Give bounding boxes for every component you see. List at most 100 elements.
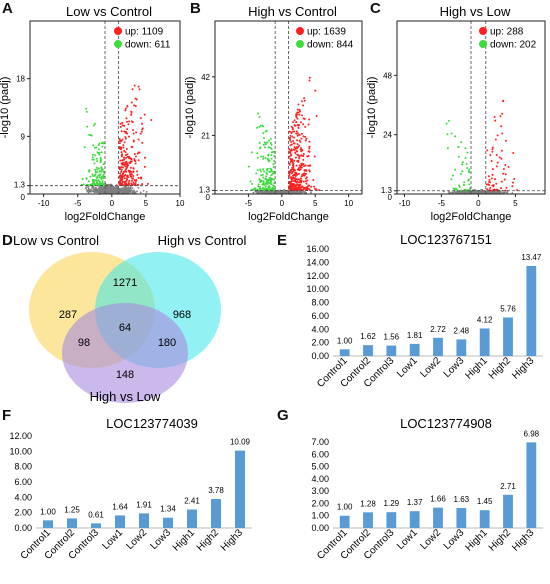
up-point: [127, 169, 130, 172]
ns-point: [127, 190, 130, 192]
bar: [526, 265, 537, 356]
x-axis-label: log2FoldChange: [431, 211, 512, 223]
ns-point: [262, 192, 265, 194]
up-point: [295, 184, 298, 187]
down-point: [83, 146, 86, 149]
bar-value-label: 1.66: [430, 495, 446, 504]
legend-up-label: up: 1639: [307, 27, 346, 38]
down-point: [451, 174, 454, 177]
chart-title: LOC123767151: [400, 232, 492, 247]
up-point: [496, 161, 499, 164]
up-point: [293, 159, 296, 162]
ns-point: [94, 189, 97, 191]
up-point: [295, 186, 298, 189]
up-point: [120, 139, 123, 142]
bar: [386, 345, 397, 356]
up-point: [137, 85, 140, 88]
down-point: [99, 158, 102, 161]
down-point: [272, 163, 275, 166]
up-point: [123, 124, 126, 127]
up-point: [293, 169, 296, 172]
down-point: [98, 173, 101, 176]
x-tick-label: 0: [476, 199, 481, 208]
bar: [386, 512, 397, 528]
x-tick-label: Low2: [124, 527, 149, 552]
down-point: [257, 189, 260, 192]
up-point: [511, 185, 514, 188]
venn-count-low-hl: 98: [78, 337, 90, 349]
up-point: [302, 158, 305, 161]
down-point: [258, 125, 261, 128]
down-point: [445, 122, 448, 125]
bar: [162, 517, 174, 528]
y-tick-label: 10.00: [9, 446, 32, 456]
up-point: [121, 153, 124, 156]
up-point: [124, 173, 127, 176]
up-point: [120, 175, 123, 178]
up-point: [297, 178, 300, 181]
y-tick-label: 1.3: [381, 186, 393, 195]
up-point: [511, 181, 514, 184]
y-tick-label: 7.00: [311, 437, 329, 447]
ns-point: [136, 190, 138, 193]
down-point: [94, 168, 97, 171]
x-axis-label: log2FoldChange: [248, 211, 329, 223]
up-point: [124, 151, 127, 154]
ns-point: [293, 191, 296, 194]
up-point: [124, 109, 127, 112]
bar: [479, 328, 490, 356]
bar-value-label: 10.09: [230, 438, 251, 447]
down-point: [97, 148, 100, 151]
y-tick-label: 6.00: [14, 477, 32, 487]
up-point: [126, 153, 129, 156]
ns-point: [93, 191, 96, 194]
down-point: [262, 180, 265, 183]
down-point: [96, 168, 99, 171]
down-point: [268, 159, 271, 162]
x-tick-label: High1: [171, 527, 198, 554]
down-point: [92, 124, 95, 127]
bar-value-label: 13.47: [521, 253, 542, 262]
ns-point: [110, 183, 113, 186]
down-point: [256, 126, 259, 129]
down-point: [87, 180, 90, 183]
up-point: [502, 172, 505, 175]
up-point: [494, 188, 497, 191]
up-point: [300, 166, 303, 169]
down-point: [273, 184, 276, 187]
x-tick-label: High3: [510, 355, 537, 382]
up-point: [296, 186, 299, 189]
up-point: [292, 139, 295, 142]
down-point: [92, 144, 95, 147]
volcano-plot-b: High vs Control-5 0 5 1001.32142log2FoldCha…: [185, 4, 363, 223]
down-point: [264, 182, 267, 185]
up-point: [137, 176, 140, 179]
up-point: [499, 115, 502, 118]
up-point: [125, 160, 128, 163]
legend-down-label: down: 202: [490, 40, 537, 51]
down-point: [258, 142, 261, 145]
bar-value-label: 1.37: [407, 498, 423, 507]
ns-point: [473, 191, 476, 194]
up-point: [135, 131, 138, 134]
ns-point: [85, 188, 88, 191]
up-point: [120, 151, 123, 154]
ns-point: [120, 190, 123, 193]
venn-label-low: Low vs Control: [13, 233, 99, 248]
ns-point: [302, 190, 305, 193]
down-point: [262, 182, 265, 185]
up-point: [133, 153, 136, 156]
down-point: [94, 122, 97, 125]
bar-value-label: 1.63: [454, 495, 470, 504]
y-tick-label: 1.3: [14, 181, 26, 190]
down-point: [271, 170, 274, 173]
down-point: [97, 152, 100, 155]
venn-count-high-only: 968: [173, 309, 191, 321]
up-point: [295, 146, 298, 149]
ns-point: [502, 191, 504, 194]
y-tick-label: 6.00: [311, 449, 329, 459]
up-point: [289, 169, 292, 172]
up-point: [302, 117, 305, 120]
bar: [339, 515, 350, 528]
y-tick-label: 4.00: [311, 324, 329, 334]
